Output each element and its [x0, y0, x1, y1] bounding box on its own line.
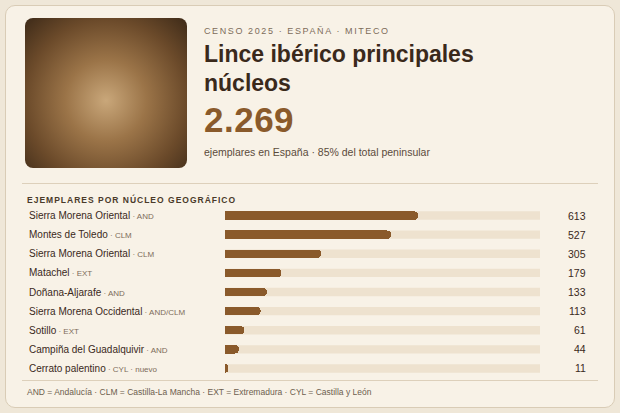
svg-text:Cerrato palentino · CYL · nuev: Cerrato palentino · CYL · nuevo [29, 363, 158, 374]
svg-text:613: 613 [568, 210, 586, 222]
svg-text:133: 133 [568, 286, 586, 298]
svg-text:Matachel · EXT: Matachel · EXT [29, 267, 92, 278]
svg-text:179: 179 [568, 267, 586, 279]
svg-text:Doñana-Aljarafe · AND: Doñana-Aljarafe · AND [29, 287, 125, 298]
svg-text:44: 44 [574, 343, 586, 355]
svg-text:Sierra Morena Occidental · AND: Sierra Morena Occidental · AND/CLM [29, 306, 185, 317]
svg-text:11: 11 [575, 362, 586, 374]
svg-text:305: 305 [568, 248, 586, 260]
html-text:Lince ibérico principales núcl: Lince ibérico principales núcleos [204, 41, 474, 96]
html-text:CENSO 2025 · ESPAÑA · MITECO: CENSO 2025 · ESPAÑA · MITECO [204, 26, 390, 36]
html-text:EJEMPLARES POR NÚCLEO GEOGRÁFI: EJEMPLARES POR NÚCLEO GEOGRÁFICO [27, 195, 237, 205]
svg-text:113: 113 [569, 305, 586, 317]
html-text:2.269: 2.269 [204, 100, 295, 139]
svg-text:61: 61 [574, 324, 586, 336]
svg-text:Sotillo · EXT: Sotillo · EXT [29, 325, 79, 336]
svg-text:Montes de Toledo · CLM: Montes de Toledo · CLM [29, 229, 132, 240]
svg-text:527: 527 [568, 229, 586, 241]
svg-text:Sierra Morena Oriental · CLM: Sierra Morena Oriental · CLM [29, 248, 154, 259]
svg-text:Campiña del Guadalquivir · AND: Campiña del Guadalquivir · AND [29, 344, 168, 355]
html-text:ejemplares en España · 85% del: ejemplares en España · 85% del total pen… [204, 146, 430, 158]
svg-text:Sierra Morena Oriental · AND: Sierra Morena Oriental · AND [29, 210, 154, 221]
html-text:AND = Andalucía · CLM = Castil: AND = Andalucía · CLM = Castilla-La Manc… [27, 387, 372, 397]
